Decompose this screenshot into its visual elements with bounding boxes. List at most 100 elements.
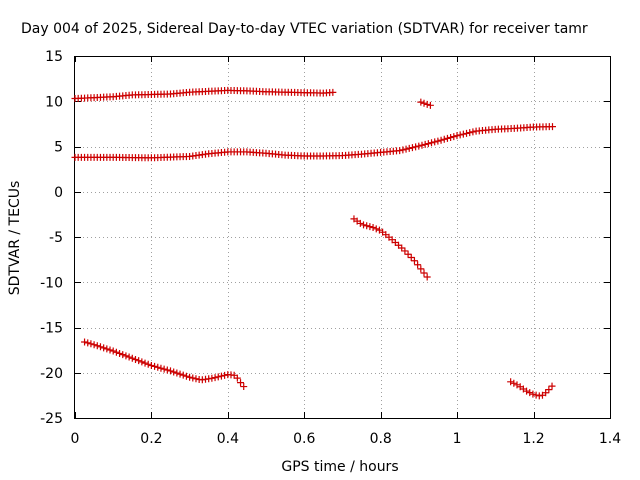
x-tick-label: 0.6 xyxy=(293,431,315,447)
data-point xyxy=(398,244,406,252)
series-upper-short-track xyxy=(417,98,434,109)
data-point xyxy=(469,128,477,136)
data-point xyxy=(523,387,531,395)
data-point xyxy=(112,348,120,356)
y-tick-label: -15 xyxy=(40,321,63,337)
data-point xyxy=(356,219,364,227)
series-layer xyxy=(71,86,556,400)
data-point xyxy=(90,341,98,349)
data-point xyxy=(440,135,448,143)
data-point xyxy=(87,340,95,348)
data-point xyxy=(135,357,143,365)
data-point xyxy=(372,225,380,233)
data-point xyxy=(138,358,146,366)
data-point xyxy=(93,342,101,350)
data-point xyxy=(151,362,159,370)
data-point xyxy=(434,137,442,145)
data-point xyxy=(103,345,111,353)
x-tick-label: 1.2 xyxy=(522,431,544,447)
data-point xyxy=(84,339,92,347)
data-point xyxy=(545,386,553,394)
data-point xyxy=(415,142,423,150)
data-point xyxy=(417,265,425,273)
data-point xyxy=(369,223,377,231)
data-point xyxy=(542,389,550,397)
data-point xyxy=(424,140,432,148)
y-tick-label: -5 xyxy=(49,230,63,246)
data-point xyxy=(125,353,133,361)
data-point xyxy=(141,359,149,367)
y-tick-label: -10 xyxy=(40,275,63,291)
data-point xyxy=(450,133,458,141)
data-point xyxy=(163,366,171,374)
grid xyxy=(75,56,610,418)
y-tick-label: 10 xyxy=(45,94,63,110)
data-point xyxy=(447,133,455,141)
data-point xyxy=(423,273,431,281)
data-point xyxy=(428,139,436,147)
data-point xyxy=(116,349,124,357)
data-point xyxy=(329,88,337,96)
chart-title: Day 004 of 2025, Sidereal Day-to-day VTE… xyxy=(21,21,588,37)
data-point xyxy=(106,346,114,354)
plot-frame xyxy=(74,56,611,419)
data-point xyxy=(414,261,422,269)
y-tick-label: 5 xyxy=(54,140,63,156)
series-upper-track xyxy=(71,86,337,103)
data-point xyxy=(526,389,534,397)
data-point xyxy=(233,374,241,382)
data-point xyxy=(182,372,190,380)
data-point xyxy=(160,365,168,373)
data-point xyxy=(404,250,412,258)
data-point xyxy=(81,338,89,346)
x-tick-label: 0.8 xyxy=(370,431,392,447)
data-point xyxy=(109,347,117,355)
data-point xyxy=(426,101,434,109)
data-point xyxy=(157,364,165,372)
data-point xyxy=(401,247,409,255)
data-point xyxy=(421,140,429,148)
data-point xyxy=(144,360,152,368)
x-tick-label: 0.4 xyxy=(217,431,239,447)
data-point xyxy=(405,144,413,152)
data-point xyxy=(548,123,556,131)
data-point xyxy=(179,371,187,379)
data-point xyxy=(192,375,200,383)
data-point xyxy=(412,143,420,151)
series-descending-track xyxy=(350,215,431,281)
data-point xyxy=(410,257,418,265)
series-lower-track xyxy=(81,338,248,391)
data-point xyxy=(237,379,245,387)
y-tick-label: -20 xyxy=(40,366,63,382)
data-point xyxy=(417,98,425,106)
data-point xyxy=(189,374,197,382)
data-point xyxy=(420,99,428,107)
x-tick-labels: 0 0.2 0.4 0.6 0.8 1 1.2 1.4 xyxy=(71,431,622,447)
data-point xyxy=(466,129,474,137)
y-tick-label: -25 xyxy=(40,411,63,427)
data-point xyxy=(532,391,540,399)
data-point xyxy=(221,371,229,379)
data-point xyxy=(100,344,108,352)
data-point xyxy=(510,379,518,387)
data-point xyxy=(399,146,407,154)
data-point xyxy=(402,145,410,153)
data-point xyxy=(186,373,194,381)
data-point xyxy=(214,373,222,381)
data-point xyxy=(131,355,139,363)
data-point xyxy=(463,129,471,137)
y-tick-label: 15 xyxy=(45,49,63,65)
data-point xyxy=(96,343,104,351)
data-point xyxy=(147,362,155,369)
data-point xyxy=(122,352,130,360)
data-point xyxy=(456,131,464,139)
data-point xyxy=(396,147,404,155)
data-point xyxy=(167,367,175,375)
data-point xyxy=(407,253,415,261)
data-point xyxy=(360,221,368,229)
x-tick-label: 0.2 xyxy=(140,431,162,447)
data-point xyxy=(418,141,426,149)
data-point xyxy=(507,378,515,386)
data-point xyxy=(240,383,248,391)
